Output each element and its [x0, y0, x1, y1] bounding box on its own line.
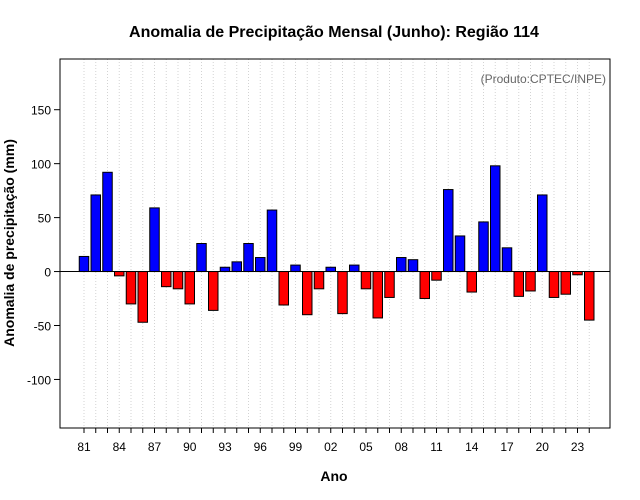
bar-1987 [149, 207, 160, 273]
bar-1989 [172, 271, 184, 290]
x-tick-label: 08 [395, 440, 409, 454]
bar-2018 [513, 271, 524, 297]
x-tick-label: 90 [183, 440, 197, 454]
y-axis: -100 -50 0 50 100 150 [27, 104, 60, 387]
y-tick-label: -50 [34, 320, 52, 334]
chart-title: Anomalia de Precipitação Mensal (Junho):… [129, 24, 539, 41]
bar-2000 [302, 271, 313, 316]
bar-1986 [137, 271, 148, 323]
bar-2014 [466, 271, 477, 293]
x-tick-label: 05 [359, 440, 373, 454]
bar-1991 [196, 243, 207, 273]
x-axis: 81 84 87 90 93 96 99 02 05 08 11 14 17 20 23 [77, 428, 590, 454]
y-tick-label: 0 [44, 266, 51, 280]
x-tick-label: 81 [77, 440, 91, 454]
x-tick-label: 11 [430, 440, 443, 454]
bar-1984 [114, 271, 125, 277]
bar-2001 [313, 271, 325, 290]
x-tick-label: 96 [254, 440, 268, 454]
bar-1983 [102, 171, 113, 273]
x-tick-label: 84 [113, 440, 127, 454]
x-tick-label: 23 [571, 440, 585, 454]
bar-2007 [384, 271, 395, 298]
bar-2020 [537, 194, 548, 273]
bar-1994 [231, 261, 242, 273]
x-tick-label: 93 [218, 440, 232, 454]
bar-1997 [266, 209, 278, 273]
x-axis-label: Ano [320, 468, 347, 484]
y-tick-label: 150 [31, 104, 51, 118]
y-tick-label: -100 [27, 373, 51, 387]
bar-1998 [278, 271, 289, 306]
bar-2010 [419, 271, 430, 300]
bar-2012 [443, 189, 454, 273]
y-tick-label: 100 [31, 158, 51, 172]
bar-1988 [161, 271, 172, 288]
x-tick-label: 14 [465, 440, 479, 454]
bar-2022 [560, 271, 571, 295]
bar-1996 [255, 257, 266, 273]
bar-2006 [372, 271, 383, 319]
bar-1985 [125, 271, 137, 305]
y-axis-label: Anomalia de precipitação (mm) [1, 139, 17, 347]
bar-2024 [584, 271, 595, 321]
x-tick-label: 17 [500, 440, 514, 454]
bar-2011 [431, 271, 442, 281]
bar-2013 [454, 235, 466, 273]
bar-2019 [525, 271, 536, 292]
x-tick-label: 20 [536, 440, 550, 454]
bar-2003 [337, 271, 348, 315]
plot-frame [59, 58, 611, 429]
x-tick-label: 87 [148, 440, 162, 454]
bars-group [78, 165, 595, 323]
bar-2005 [360, 271, 372, 290]
bar-1992 [208, 271, 219, 311]
bar-2004 [349, 264, 360, 273]
x-tick-label: 99 [289, 440, 303, 454]
x-tick-label: 02 [324, 440, 338, 454]
bar-1981 [78, 255, 90, 273]
bar-1993 [219, 266, 231, 273]
source-note: (Produto:CPTEC/INPE) [481, 72, 606, 86]
bar-1995 [243, 243, 254, 273]
grid-lines [83, 59, 590, 428]
bar-1999 [290, 264, 301, 273]
y-tick-label: 50 [38, 212, 52, 226]
bar-1990 [184, 271, 195, 305]
bar-1982 [90, 194, 101, 273]
bar-2002 [325, 266, 336, 273]
bar-2017 [501, 247, 513, 273]
bar-2021 [548, 271, 560, 298]
bar-2015 [478, 221, 489, 273]
bar-2009 [407, 259, 419, 273]
bar-2016 [490, 165, 501, 273]
bar-2008 [396, 257, 407, 273]
